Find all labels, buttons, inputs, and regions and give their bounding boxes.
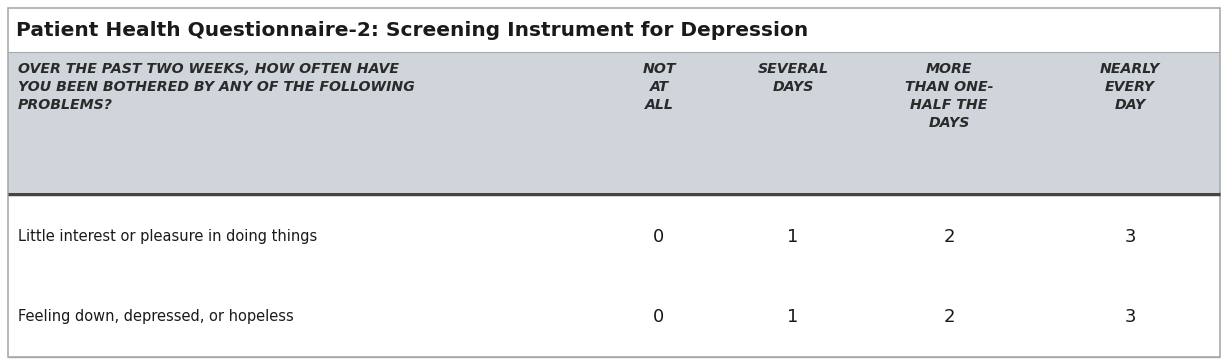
Text: SEVERAL
DAYS: SEVERAL DAYS [758, 62, 829, 94]
Text: NOT
AT
ALL: NOT AT ALL [642, 62, 675, 112]
Text: MORE
THAN ONE-
HALF THE
DAYS: MORE THAN ONE- HALF THE DAYS [905, 62, 993, 130]
Text: NEARLY
EVERY
DAY: NEARLY EVERY DAY [1100, 62, 1160, 112]
Text: 1: 1 [787, 228, 798, 246]
Text: OVER THE PAST TWO WEEKS, HOW OFTEN HAVE
YOU BEEN BOTHERED BY ANY OF THE FOLLOWIN: OVER THE PAST TWO WEEKS, HOW OFTEN HAVE … [18, 62, 415, 112]
Bar [9, 197, 1219, 277]
Text: 1: 1 [787, 308, 798, 326]
Bar [9, 52, 1219, 192]
Text: 0: 0 [653, 228, 664, 246]
Text: 3: 3 [1125, 228, 1136, 246]
Text: 3: 3 [1125, 308, 1136, 326]
Text: 0: 0 [653, 308, 664, 326]
Text: Feeling down, depressed, or hopeless: Feeling down, depressed, or hopeless [18, 309, 293, 324]
Bar [9, 277, 1219, 357]
Bar [9, 8, 1219, 52]
Text: 2: 2 [943, 308, 954, 326]
Text: 2: 2 [943, 228, 954, 246]
Text: Patient Health Questionnaire-2: Screening Instrument for Depression: Patient Health Questionnaire-2: Screenin… [16, 20, 808, 40]
Text: Little interest or pleasure in doing things: Little interest or pleasure in doing thi… [18, 229, 317, 245]
